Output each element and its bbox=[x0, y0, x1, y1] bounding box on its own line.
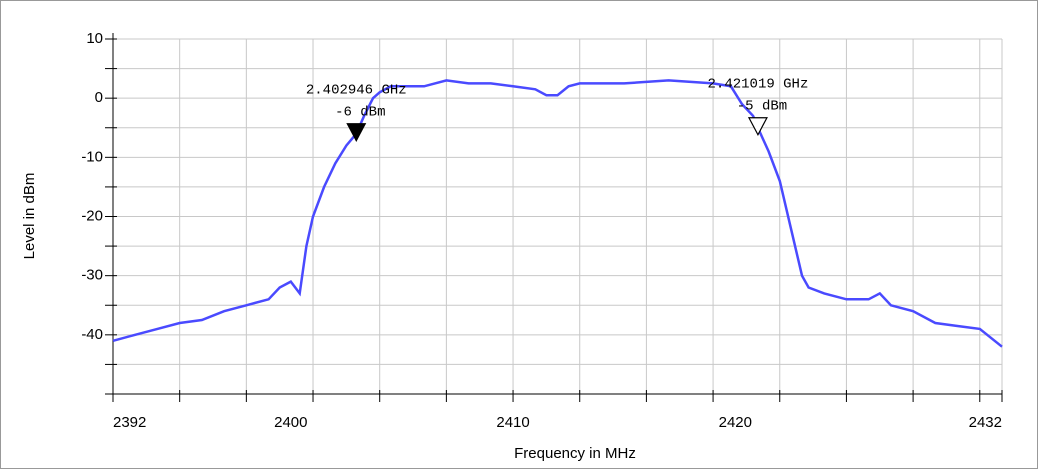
x-tick-label: 2400 bbox=[274, 414, 307, 431]
x-tick-label: 2432 bbox=[969, 414, 1002, 431]
marker bbox=[747, 117, 768, 137]
y-tick-label: 10 bbox=[86, 30, 103, 47]
marker-level: -5 dBm bbox=[737, 98, 787, 114]
y-tick-label: -40 bbox=[81, 326, 103, 343]
trace bbox=[112, 79, 1003, 348]
x-tick-label: 2392 bbox=[113, 414, 146, 431]
marker-frequency: 2.421019 GHz bbox=[708, 76, 809, 92]
y-tick-label: 0 bbox=[95, 89, 103, 106]
marker bbox=[346, 123, 367, 142]
x-tick-label: 2410 bbox=[496, 414, 529, 431]
marker-level: -6 dBm bbox=[335, 104, 385, 120]
y-tick-label: -10 bbox=[81, 148, 103, 165]
y-tick-label: -30 bbox=[81, 267, 103, 284]
y-axis-title: Level in dBm bbox=[21, 173, 38, 260]
marker-frequency: 2.402946 GHz bbox=[306, 82, 407, 98]
x-tick-label: 2420 bbox=[719, 414, 752, 431]
x-axis-title: Frequency in MHz bbox=[514, 445, 636, 462]
y-tick-label: -20 bbox=[81, 207, 103, 224]
